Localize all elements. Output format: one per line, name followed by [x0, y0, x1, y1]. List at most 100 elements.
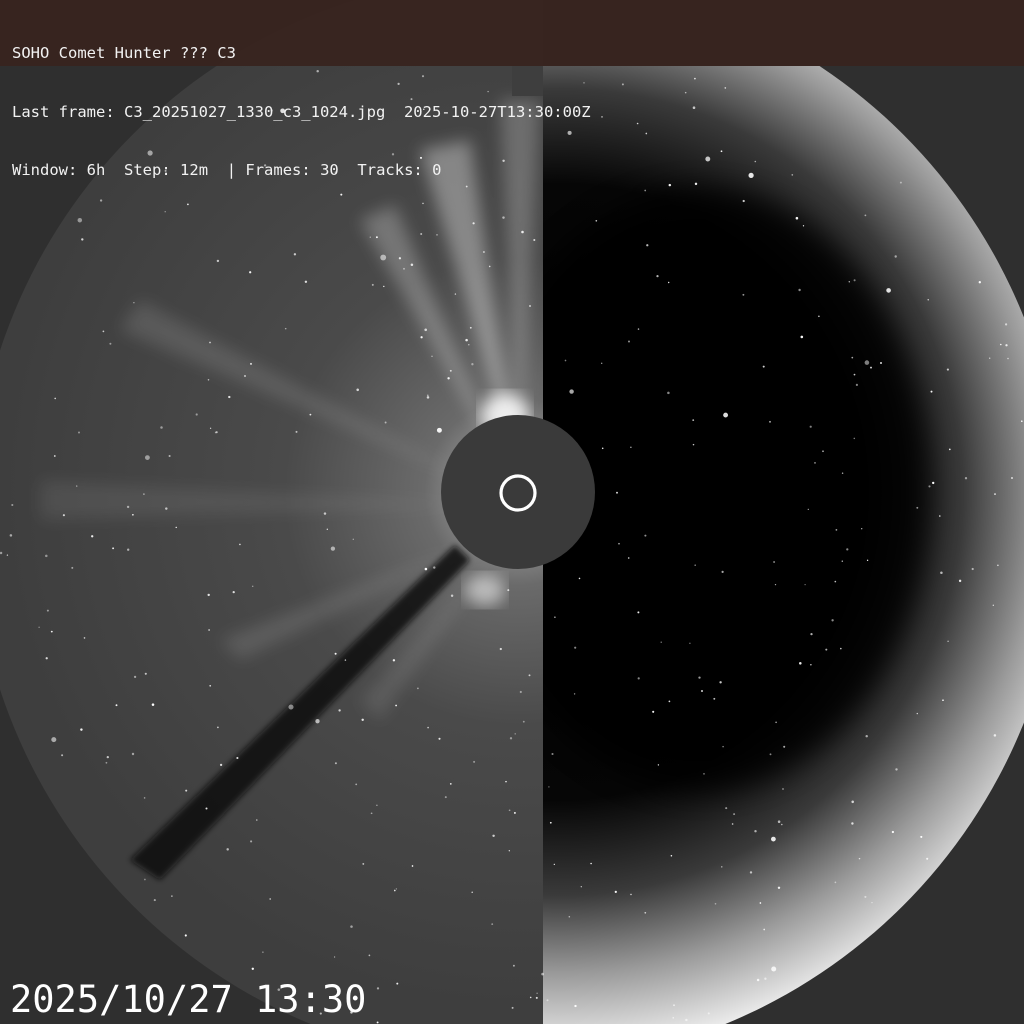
- star: [502, 216, 505, 219]
- star: [705, 156, 711, 162]
- last-frame-line: Last frame: C3_20251027_1330_c3_1024.jpg…: [12, 103, 591, 123]
- star: [546, 999, 549, 1002]
- star: [127, 548, 130, 551]
- star: [667, 391, 670, 395]
- star: [553, 863, 555, 866]
- star: [209, 684, 212, 687]
- star: [427, 726, 429, 729]
- star: [928, 485, 931, 488]
- star: [54, 397, 57, 400]
- star: [232, 590, 235, 594]
- star: [742, 293, 745, 296]
- star: [471, 363, 474, 366]
- star: [853, 373, 856, 376]
- star: [810, 664, 812, 666]
- star: [791, 174, 794, 176]
- star: [992, 604, 994, 606]
- star: [916, 506, 919, 509]
- star: [851, 356, 854, 359]
- star: [6, 554, 9, 556]
- star: [207, 593, 210, 597]
- star: [488, 265, 491, 268]
- star: [472, 222, 475, 225]
- star: [0, 551, 3, 555]
- star: [45, 657, 48, 660]
- star: [375, 236, 378, 239]
- star: [668, 700, 671, 703]
- star: [733, 813, 736, 816]
- star: [942, 699, 944, 702]
- star: [228, 395, 231, 399]
- star: [502, 159, 505, 163]
- star: [144, 878, 146, 881]
- star: [449, 783, 452, 785]
- star: [724, 87, 727, 89]
- star: [673, 1004, 675, 1007]
- star: [471, 891, 473, 893]
- star: [62, 514, 65, 517]
- star: [825, 648, 828, 651]
- star: [554, 616, 556, 618]
- star: [143, 493, 145, 495]
- star: [939, 515, 941, 517]
- star: [513, 811, 516, 814]
- star: [864, 214, 867, 217]
- star: [628, 340, 630, 343]
- star: [851, 800, 854, 804]
- star: [216, 259, 220, 263]
- star: [77, 217, 83, 223]
- star: [861, 528, 863, 530]
- star: [326, 528, 328, 530]
- separator: |: [226, 161, 237, 179]
- star: [153, 899, 156, 902]
- star: [469, 326, 472, 329]
- star: [940, 571, 943, 575]
- star: [573, 693, 576, 695]
- star: [652, 710, 655, 713]
- star: [195, 413, 198, 416]
- star: [280, 108, 285, 114]
- star: [783, 745, 786, 748]
- star: [11, 503, 14, 507]
- star: [256, 819, 258, 821]
- step-value: 12m: [180, 161, 209, 179]
- star: [465, 338, 468, 342]
- star: [355, 783, 358, 786]
- star: [851, 822, 854, 825]
- star: [338, 709, 341, 712]
- star: [775, 721, 777, 724]
- star: [185, 789, 188, 792]
- star: [1000, 343, 1002, 346]
- star: [932, 481, 935, 485]
- star: [804, 583, 806, 586]
- star: [567, 130, 572, 135]
- tile-edge: [512, 66, 543, 96]
- star: [685, 1018, 688, 1022]
- star: [334, 171, 337, 174]
- star: [810, 632, 813, 636]
- star: [38, 626, 40, 628]
- star: [895, 768, 898, 771]
- star: [533, 238, 536, 242]
- star: [1021, 420, 1023, 422]
- star: [420, 336, 423, 339]
- star: [536, 992, 538, 994]
- star: [340, 193, 343, 196]
- star: [627, 557, 630, 559]
- star: [236, 756, 239, 760]
- star: [151, 703, 155, 706]
- star: [574, 646, 577, 649]
- star: [168, 454, 171, 458]
- star: [309, 413, 312, 416]
- star: [564, 359, 567, 362]
- star: [621, 83, 624, 86]
- star: [205, 807, 208, 810]
- star: [548, 786, 550, 788]
- star: [769, 420, 771, 423]
- star: [208, 629, 210, 631]
- star: [209, 427, 212, 429]
- star: [692, 443, 695, 446]
- star: [569, 389, 574, 394]
- star: [106, 755, 109, 759]
- star: [350, 925, 353, 928]
